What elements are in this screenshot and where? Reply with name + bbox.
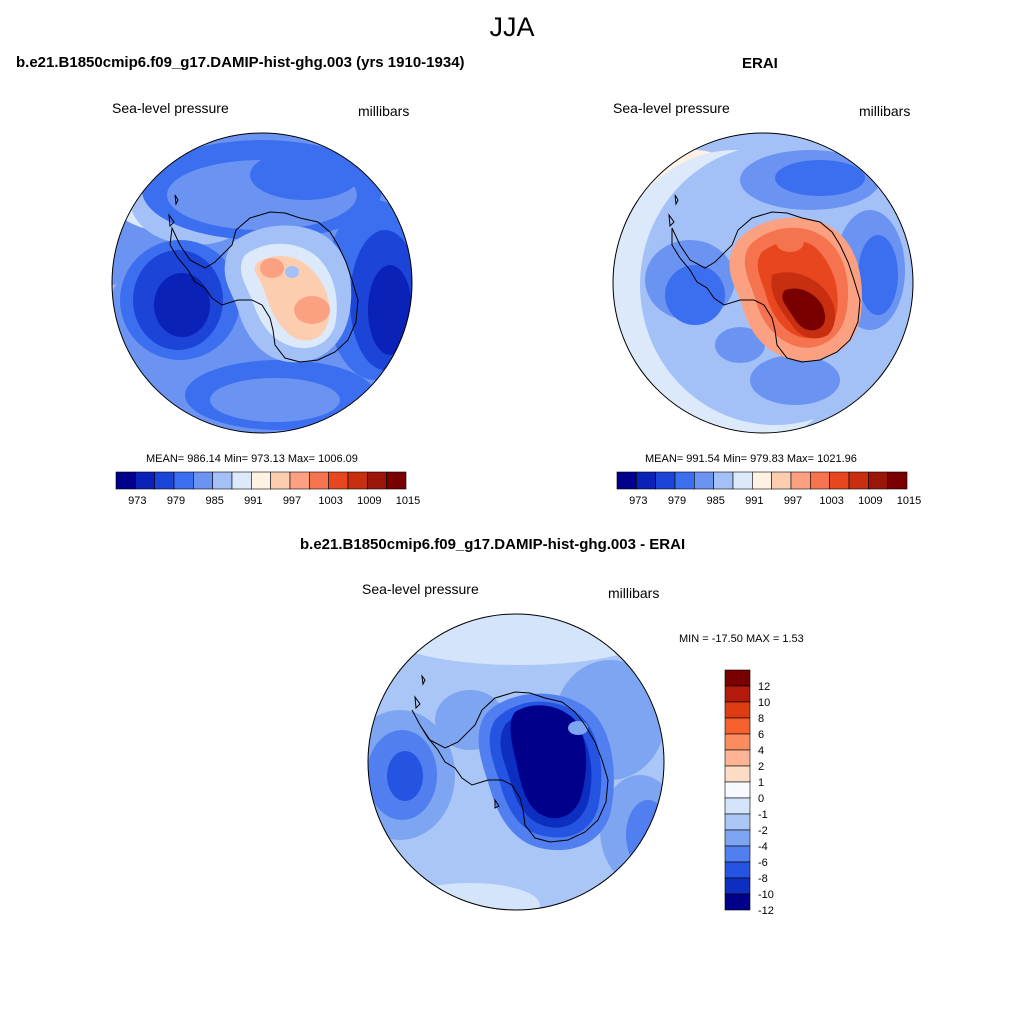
colorbar-swatch	[724, 717, 751, 735]
colorbar-tick-label: 1	[758, 777, 764, 789]
colorbar-model: 973 979 985 991 997 1003 1009 1015	[115, 471, 420, 507]
colorbar-tick-label: 973	[128, 495, 146, 507]
panel-erai-left-label: Sea-level pressure	[613, 100, 730, 116]
colorbar-swatch	[752, 471, 772, 490]
colorbar-swatch	[724, 813, 751, 831]
colorbar-swatch	[251, 471, 271, 490]
colorbar-swatch	[724, 765, 751, 783]
colorbar-swatch	[616, 471, 637, 490]
colorbar-swatch	[367, 471, 387, 490]
colorbar-tick-label: 991	[244, 495, 262, 507]
panel-model-units-label: millibars	[358, 103, 410, 119]
colorbar-swatch	[674, 471, 695, 490]
colorbar-swatch	[636, 471, 656, 490]
colorbar-swatch	[154, 471, 175, 490]
colorbar-swatch	[231, 471, 252, 490]
colorbar-swatch	[771, 471, 792, 490]
colorbar-tick-label: -4	[758, 841, 768, 853]
map-erai	[613, 133, 913, 433]
colorbar-tick-label: 1015	[396, 495, 420, 507]
colorbar-tick-label: -2	[758, 825, 768, 837]
colorbar-swatch	[724, 701, 751, 719]
colorbar-tick-label: 6	[758, 729, 764, 741]
panel-erai-stats: MEAN= 991.54 Min= 979.83 Max= 1021.96	[645, 453, 857, 465]
colorbar-swatch	[724, 781, 751, 799]
colorbar-tick-label: 973	[629, 495, 647, 507]
colorbar-swatch	[713, 471, 734, 490]
panel-title-difference: b.e21.B1850cmip6.f09_g17.DAMIP-hist-ghg.…	[300, 536, 686, 553]
colorbar-swatch	[724, 845, 751, 863]
panel-erai-units-label: millibars	[859, 103, 911, 119]
panel-diff-stats: MIN = -17.50 MAX = 1.53	[679, 633, 804, 645]
colorbar-tick-label: 1003	[318, 495, 342, 507]
colorbar-swatch	[309, 471, 329, 490]
colorbar-swatch	[724, 797, 751, 815]
colorbar-swatch	[328, 471, 349, 490]
colorbar-swatch	[724, 861, 751, 879]
colorbar-tick-label: -8	[758, 873, 768, 885]
colorbar-swatch	[724, 893, 751, 911]
colorbar-tick-label: 985	[706, 495, 724, 507]
colorbar-tick-label: 1015	[897, 495, 921, 507]
colorbar-tick-label: 985	[205, 495, 223, 507]
colorbar-swatch	[115, 471, 136, 490]
colorbar-tick-label: 997	[283, 495, 301, 507]
colorbar-swatch	[724, 877, 751, 895]
colorbar-tick-label: 0	[758, 793, 764, 805]
colorbar-tick-label: 1009	[357, 495, 381, 507]
colorbar-swatch	[790, 471, 811, 490]
colorbar-swatch	[193, 471, 213, 490]
colorbar-swatch	[810, 471, 830, 490]
colorbar-tick-label: 4	[758, 745, 764, 757]
colorbar-swatch	[173, 471, 194, 490]
colorbar-tick-label: 10	[758, 697, 770, 709]
colorbar-tick-label: 979	[668, 495, 686, 507]
colorbar-swatch	[868, 471, 888, 490]
colorbar-tick-label: 8	[758, 713, 764, 725]
panel-model-stats: MEAN= 986.14 Min= 973.13 Max= 1006.09	[146, 453, 358, 465]
panel-model-left-label: Sea-level pressure	[112, 100, 229, 116]
map-difference	[368, 614, 664, 910]
panel-title-model: b.e21.B1850cmip6.f09_g17.DAMIP-hist-ghg.…	[16, 54, 465, 71]
colorbar-tick-label: -6	[758, 857, 768, 869]
colorbar-tick-label: -12	[758, 905, 774, 917]
colorbar-swatch	[829, 471, 850, 490]
colorbar-tick-label: 1009	[858, 495, 882, 507]
panel-diff-units-label: millibars	[608, 585, 660, 601]
colorbar-swatch	[270, 471, 291, 490]
colorbar-swatch	[848, 471, 869, 490]
colorbar-swatch	[386, 471, 407, 490]
colorbar-swatch	[724, 749, 751, 767]
colorbar-swatch	[347, 471, 368, 490]
colorbar-swatch	[724, 669, 751, 687]
colorbar-swatch	[694, 471, 714, 490]
colorbar-swatch	[135, 471, 155, 490]
colorbar-tick-label: 979	[167, 495, 185, 507]
map-model	[112, 133, 412, 433]
colorbar-erai: 973 979 985 991 997 1003 1009 1015	[616, 471, 921, 507]
colorbar-swatch	[289, 471, 310, 490]
colorbar-tick-label: -1	[758, 809, 768, 821]
colorbar-tick-label: -10	[758, 889, 774, 901]
colorbar-swatch	[887, 471, 908, 490]
colorbar-swatch	[724, 685, 751, 703]
colorbar-swatch	[724, 733, 751, 751]
panel-title-erai: ERAI	[742, 55, 778, 72]
colorbar-tick-label: 2	[758, 761, 764, 773]
colorbar-swatch	[655, 471, 676, 490]
colorbar-tick-label: 12	[758, 681, 770, 693]
colorbar-swatch	[732, 471, 753, 490]
colorbar-swatch	[724, 829, 751, 847]
figure-title: JJA	[489, 12, 535, 42]
colorbar-tick-label: 997	[784, 495, 802, 507]
colorbar-swatch	[212, 471, 233, 490]
colorbar-tick-label: 1003	[819, 495, 843, 507]
colorbar-tick-label: 991	[745, 495, 763, 507]
panel-diff-left-label: Sea-level pressure	[362, 581, 479, 597]
